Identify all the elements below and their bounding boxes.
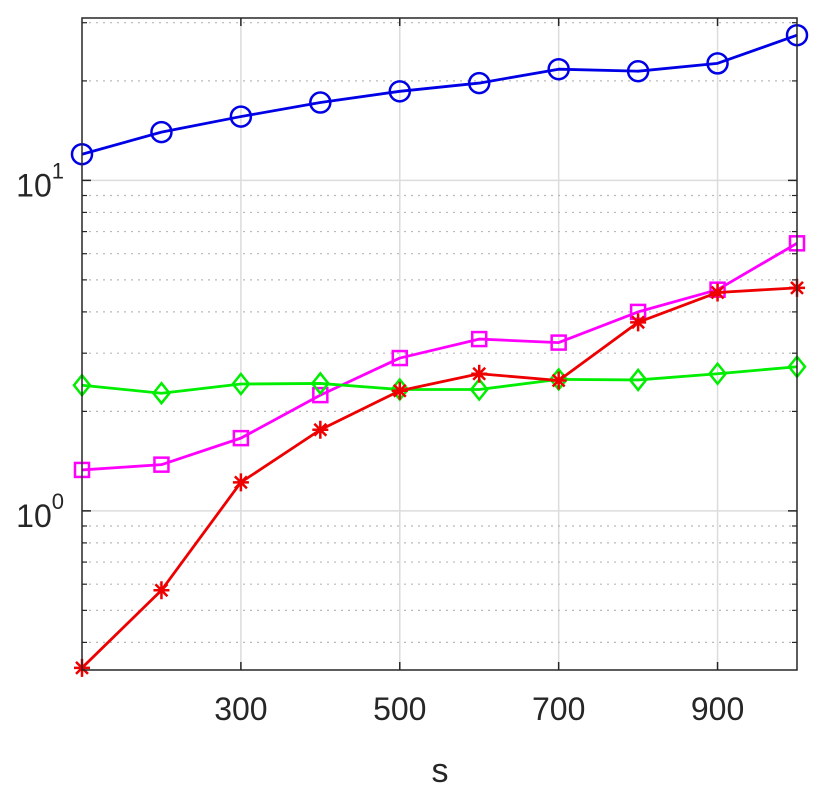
x-axis-label: s [432, 752, 449, 790]
data-point-circle [547, 57, 570, 81]
series-line [81, 33, 798, 156]
series-asterisk [74, 278, 805, 677]
y-tick-label: 100 [16, 489, 64, 534]
data-point-asterisk [391, 381, 408, 400]
data-point-diamond [628, 367, 648, 392]
data-point-circle [150, 120, 173, 144]
plot-frame [81, 17, 798, 671]
x-tick-label: 300 [214, 691, 267, 727]
y-tick-label: 101 [16, 158, 64, 203]
data-point-circle [626, 59, 650, 83]
data-point-circle [388, 80, 412, 103]
series-diamond [72, 354, 807, 406]
data-point-circle [229, 105, 253, 128]
data-point-diamond [231, 372, 251, 397]
data-point-asterisk [630, 313, 647, 332]
x-tick-label: 700 [532, 691, 585, 727]
data-point-square [550, 334, 567, 351]
data-point-diamond [707, 361, 728, 386]
data-point-asterisk [550, 371, 567, 390]
x-tick-label: 900 [691, 691, 744, 727]
series-square [73, 235, 806, 479]
series-line [81, 242, 798, 472]
data-point-asterisk [471, 364, 488, 383]
data-point-circle [706, 52, 729, 75]
series-circle [70, 23, 809, 166]
data-point-square [232, 429, 250, 447]
series-layer [70, 23, 809, 677]
data-point-asterisk [709, 283, 726, 302]
series-line [81, 365, 798, 395]
data-point-diamond [310, 371, 330, 396]
data-point-circle [309, 91, 332, 114]
axes: 300 500 700 900 100 101 [16, 17, 798, 727]
data-point-square [153, 456, 170, 473]
data-point-asterisk [312, 420, 329, 439]
data-point-asterisk [153, 581, 170, 600]
data-point-diamond [151, 381, 172, 406]
data-point-diamond [469, 377, 489, 402]
x-tick-label: 500 [373, 691, 426, 727]
data-point-circle [467, 71, 491, 95]
data-point-square [470, 330, 488, 348]
grid [82, 18, 797, 670]
series-line [81, 286, 798, 669]
data-point-square [312, 386, 329, 404]
data-point-asterisk [232, 473, 249, 492]
data-point-square [391, 349, 409, 367]
